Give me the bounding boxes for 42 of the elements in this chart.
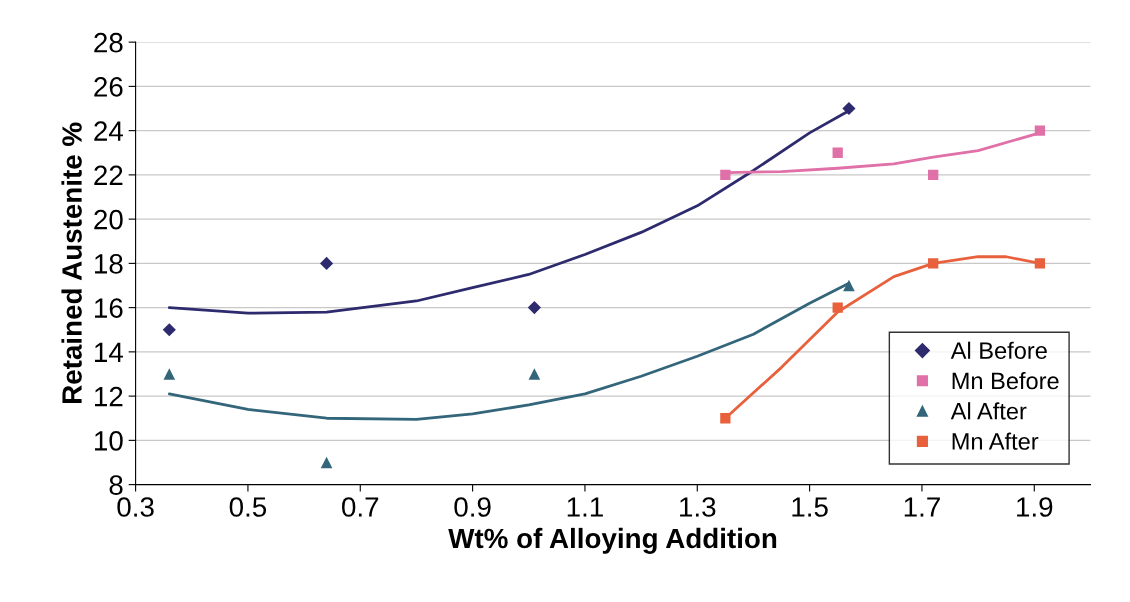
y-tick-label: 24 <box>94 121 123 141</box>
y-tick-label: 12 <box>95 386 123 407</box>
point <box>842 101 856 116</box>
y-tick-label: 8 <box>109 475 123 495</box>
point <box>163 368 176 380</box>
point <box>1034 258 1046 269</box>
y-tick-label: 14 <box>95 342 123 362</box>
x-tick-label: 1.9 <box>1017 497 1053 517</box>
point <box>527 301 541 315</box>
point <box>928 258 939 269</box>
y-tick-label: 16 <box>95 298 123 318</box>
point <box>843 279 855 292</box>
x-tick-label: 0.3 <box>117 497 154 517</box>
y-tick-label: 18 <box>95 254 123 274</box>
x-tick-label: 1.1 <box>567 497 603 517</box>
point <box>162 323 176 337</box>
x-tick-label: 0.5 <box>229 497 267 517</box>
point <box>320 456 333 469</box>
point <box>528 368 541 380</box>
x-tick-label: 1.7 <box>904 497 940 517</box>
point <box>928 169 939 181</box>
point <box>1034 125 1046 136</box>
legend-label: Al After <box>950 402 1027 420</box>
legend-label: Mn Before <box>952 371 1059 390</box>
x-tick-label: 1.5 <box>792 497 828 517</box>
y-tick-label: 20 <box>94 209 123 230</box>
y-tick-label: 10 <box>95 431 123 451</box>
x-tick-label: 0.7 <box>342 497 379 517</box>
legend-label: Mn After <box>952 432 1039 450</box>
x-axis-title: Wt% of Alloying Addition <box>448 527 777 554</box>
y-tick-label: 22 <box>94 165 123 185</box>
legend-label: Al Before <box>950 341 1047 360</box>
y-axis-title: Retained Austenite % <box>61 122 82 403</box>
point <box>720 413 731 424</box>
point <box>319 256 334 270</box>
point <box>832 302 843 313</box>
y-tick-label: 26 <box>94 77 123 97</box>
x-tick-label: 0.9 <box>454 497 491 517</box>
y-tick-label: 28 <box>94 32 123 53</box>
x-tick-label: 1.3 <box>680 497 716 517</box>
point <box>832 147 843 158</box>
point <box>720 169 731 181</box>
